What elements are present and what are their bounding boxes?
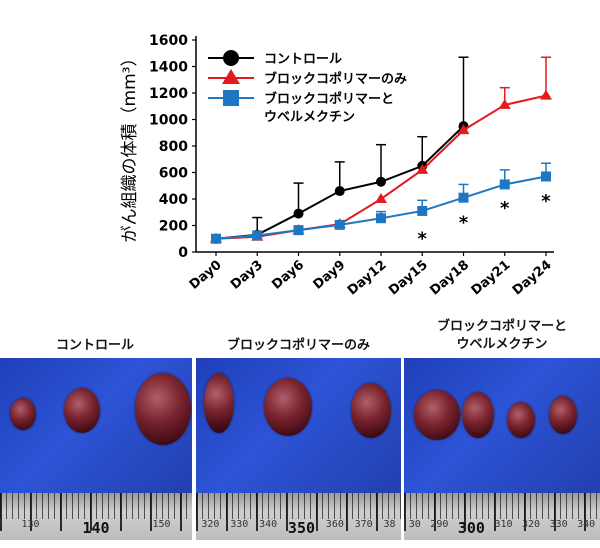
photo-control: 130 140 150 xyxy=(0,358,192,540)
y-tick-label: 1600 xyxy=(149,33,188,49)
y-tick-label: 1000 xyxy=(149,113,188,129)
ruler-major-ticks xyxy=(196,492,401,531)
y-tick-label: 400 xyxy=(159,192,188,208)
x-tick-label: Day3 xyxy=(228,258,266,293)
legend-label: コントロール xyxy=(264,52,342,67)
y-tick-label: 1400 xyxy=(149,60,188,76)
x-tick-label: Day6 xyxy=(269,258,307,293)
data-point xyxy=(499,179,510,190)
ruler: 320 330 340 350 360 370 38 xyxy=(196,492,401,540)
legend-label: ブロックコポリマーと xyxy=(264,91,394,107)
x-tick-label: Day12 xyxy=(345,258,390,299)
data-point xyxy=(293,208,304,219)
y-tick-label: 800 xyxy=(159,139,188,155)
legend-label: ウベルメクチン xyxy=(264,110,355,125)
ruler-major-ticks xyxy=(404,492,600,531)
y-tick-label: 1200 xyxy=(149,86,188,102)
ruler-number: 350 xyxy=(287,519,316,537)
ruler-number: 370 xyxy=(354,519,373,530)
ruler-number: 300 xyxy=(457,519,485,537)
legend-label: ブロックコポリマーのみ xyxy=(264,71,407,87)
ruler-number: 320 xyxy=(522,519,541,530)
photo-copolymer-ivermectin: 30 290 300 310 320 330 340 xyxy=(404,358,600,540)
x-tick-label: Day21 xyxy=(469,258,514,299)
photo-label-control: コントロール xyxy=(55,338,134,353)
ruler-number: 140 xyxy=(82,519,110,537)
data-point xyxy=(211,233,221,244)
y-tick-label: 200 xyxy=(159,219,188,235)
tumor-sample xyxy=(135,373,191,445)
y-axis-label: がん組織の体積（mm³） xyxy=(120,50,140,243)
x-tick-label: Day24 xyxy=(510,258,555,299)
ruler-number: 290 xyxy=(430,519,449,530)
significance-marker: * xyxy=(541,191,551,212)
photo-label-copolymer-ivermectin: ブロックコポリマーと ウベルメクチン xyxy=(436,319,567,352)
data-point xyxy=(458,192,469,203)
ruler-number: 340 xyxy=(259,519,278,530)
significance-marker: * xyxy=(418,228,428,249)
data-point xyxy=(375,193,387,203)
significance-marker: * xyxy=(459,212,469,233)
tumor-sample xyxy=(64,388,100,433)
data-point xyxy=(541,171,551,182)
ruler-numbers: 320 330 340 350 360 370 38 xyxy=(196,519,401,537)
data-point xyxy=(334,186,345,197)
x-tick-label: Day0 xyxy=(187,258,225,293)
legend-marker xyxy=(222,69,240,84)
ruler: 30 290 300 310 320 330 340 xyxy=(404,492,600,540)
tumor-sample xyxy=(462,392,494,438)
ruler-number: 30 xyxy=(408,519,421,530)
ruler-number: 150 xyxy=(152,519,171,530)
ruler-number: 38 xyxy=(383,519,396,530)
data-point xyxy=(376,213,386,224)
ruler-number: 330 xyxy=(230,519,249,530)
data-point xyxy=(376,176,386,187)
ruler-number: 340 xyxy=(577,519,596,530)
data-point xyxy=(416,163,429,174)
photo-label-copolymer: ブロックコポリマーのみ xyxy=(226,338,370,353)
y-tick-label: 0 xyxy=(178,245,188,261)
data-point xyxy=(252,230,263,241)
ruler-number: 330 xyxy=(549,519,568,530)
x-tick-label: Day15 xyxy=(386,258,431,299)
ruler-numbers: 30 290 300 310 320 330 340 xyxy=(404,519,600,537)
tumor-sample xyxy=(204,373,234,433)
ruler-number: 130 xyxy=(21,519,40,530)
ruler: 130 140 150 xyxy=(0,492,192,540)
x-tick-label: Day9 xyxy=(311,258,349,293)
tumor-sample xyxy=(549,396,577,434)
ruler-number: 320 xyxy=(201,519,220,530)
tumor-sample xyxy=(10,398,36,430)
ruler-number: 360 xyxy=(325,519,344,530)
ruler-numbers: 130 140 150 xyxy=(0,519,192,537)
y-tick-label: 600 xyxy=(159,166,188,182)
data-point xyxy=(498,98,511,109)
data-point xyxy=(334,219,345,230)
x-tick-label: Day18 xyxy=(427,258,472,299)
data-point xyxy=(417,205,428,216)
data-point xyxy=(540,89,552,100)
data-point xyxy=(457,124,470,135)
tumor-sample xyxy=(351,383,391,438)
tumor-sample xyxy=(264,378,312,436)
data-point xyxy=(293,225,304,236)
legend-marker xyxy=(223,50,239,66)
tumor-sample xyxy=(414,390,460,440)
legend-marker xyxy=(223,90,239,106)
significance-marker: * xyxy=(500,198,510,219)
ruler-number: 310 xyxy=(494,519,513,530)
tumor-sample xyxy=(507,402,535,438)
ruler-major-ticks xyxy=(0,492,192,531)
photo-copolymer: 320 330 340 350 360 370 38 xyxy=(196,358,401,540)
